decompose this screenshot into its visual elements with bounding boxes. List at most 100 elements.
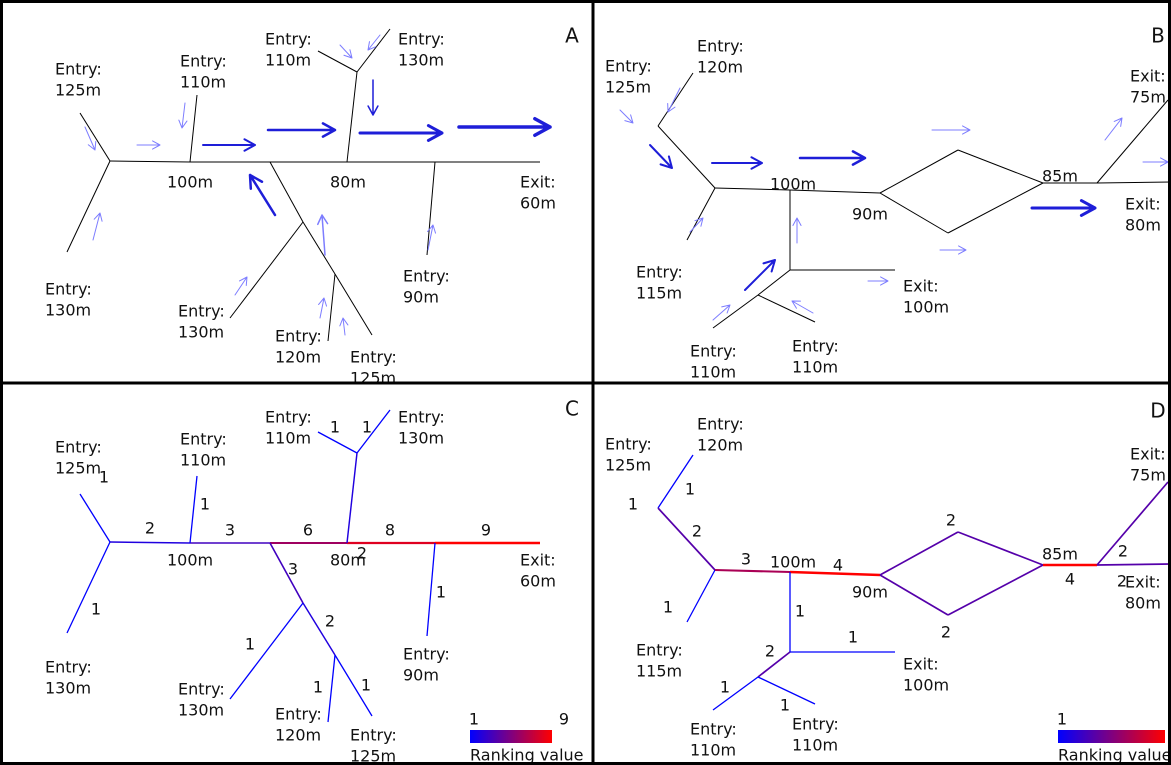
node-label: Entry: (275, 705, 322, 724)
ranking-label: 4 (1065, 570, 1075, 589)
node-label: Entry: (275, 327, 322, 346)
node-label: Entry: (265, 408, 312, 427)
road-segment (657, 125, 716, 189)
ranking-label: 8 (385, 521, 395, 540)
node-label: 80m (330, 551, 366, 570)
node-label: 80m (1125, 594, 1161, 613)
ranking-label: 1 (99, 468, 109, 487)
flow-arrow (689, 217, 704, 233)
node-label: 75m (1130, 88, 1166, 107)
node-label: 85m (1042, 545, 1078, 564)
ranking-label: 1 (436, 583, 446, 602)
ranking-label: 1 (200, 495, 210, 514)
node-label: 110m (265, 51, 311, 70)
ranking-label: 1 (720, 678, 730, 697)
flow-arrow (92, 212, 103, 241)
node-label: Entry: (45, 280, 92, 299)
node-label: 100m (167, 551, 213, 570)
node-label: 90m (852, 205, 888, 224)
ranking-label: 2 (357, 544, 367, 563)
node-label: Entry: (265, 30, 312, 49)
road-segment (229, 221, 304, 319)
road-segment (712, 294, 759, 329)
node-label: 130m (45, 679, 91, 698)
road-segment (757, 294, 816, 323)
flow-arrow (318, 297, 328, 319)
node-label: 90m (403, 288, 439, 307)
road-segment (79, 493, 111, 543)
ranking-label: 2 (946, 511, 956, 530)
road-segment (189, 94, 198, 163)
node-label: Entry: (398, 30, 445, 49)
road-segment (327, 273, 336, 342)
flow-arrow (712, 304, 731, 321)
road-segment (757, 676, 816, 705)
ranking-label: 1 (663, 598, 673, 617)
flow-arrow (358, 124, 444, 142)
road-segment (1096, 181, 1171, 184)
ranking-label: 2 (1118, 542, 1128, 561)
node-label: Entry: (178, 302, 225, 321)
node-label: Exit: (520, 551, 556, 570)
node-label: 130m (398, 51, 444, 70)
road-segment (1096, 563, 1171, 566)
legend-colorbar (470, 730, 552, 743)
panel-letter: B (1151, 24, 1165, 48)
flow-arrow (939, 245, 967, 255)
road-segment (712, 676, 759, 711)
node-label: Entry: (398, 408, 445, 427)
ranking-label: 1 (848, 628, 858, 647)
node-label: 115m (636, 662, 682, 681)
node-label: 130m (178, 701, 224, 720)
road-segment (947, 564, 1044, 616)
flow-arrow (427, 224, 437, 251)
road-segment (657, 454, 694, 509)
node-label: Entry: (403, 645, 450, 664)
node-label: Exit: (1130, 67, 1166, 86)
node-label: 130m (398, 429, 444, 448)
road-segment (757, 651, 791, 678)
node-label: Entry: (55, 60, 102, 79)
ranking-label: 2 (1117, 572, 1127, 591)
flow-arrow (1104, 117, 1123, 141)
road-segment (302, 602, 336, 656)
node-label: 120m (697, 58, 743, 77)
node-label: 100m (903, 676, 949, 695)
flow-arrow (457, 116, 552, 138)
flow-arrow (136, 140, 161, 150)
ranking-label: 1 (330, 418, 340, 437)
node-label: 85m (1042, 167, 1078, 186)
ranking-label: 4 (833, 556, 843, 575)
node-label: 125m (350, 747, 396, 765)
legend-title: Ranking value (470, 746, 584, 765)
road-segment (269, 161, 304, 223)
road-segment (957, 149, 1044, 184)
road-segment (426, 542, 436, 637)
node-label: 110m (180, 451, 226, 470)
node-label: 90m (403, 666, 439, 685)
node-label: 120m (275, 348, 321, 367)
ranking-label: 2 (941, 623, 951, 642)
content: A Entry: 125m Entry: 110m Entry: 110m Entry: 130… (45, 24, 1171, 765)
road-segment (356, 409, 391, 454)
node-label: Entry: (792, 715, 839, 734)
node-label: Exit: (520, 173, 556, 192)
legend-max: 9 (559, 710, 569, 729)
road-segment (334, 273, 373, 336)
node-label: Entry: (403, 267, 450, 286)
node-label: 130m (178, 323, 224, 342)
node-label: Entry: (55, 438, 102, 457)
flow-arrow (266, 122, 337, 138)
node-label: 120m (697, 436, 743, 455)
flow-arrow (84, 126, 97, 151)
flow-arrow (667, 87, 681, 113)
road-segment (79, 112, 111, 162)
ranking-label: 2 (765, 642, 775, 661)
node-label: Entry: (697, 415, 744, 434)
flow-arrow (791, 300, 814, 314)
node-label: 110m (265, 429, 311, 448)
road-segment (189, 475, 198, 544)
flow-arrow (931, 125, 971, 135)
node-label: Entry: (697, 37, 744, 56)
road-segment (686, 569, 716, 623)
